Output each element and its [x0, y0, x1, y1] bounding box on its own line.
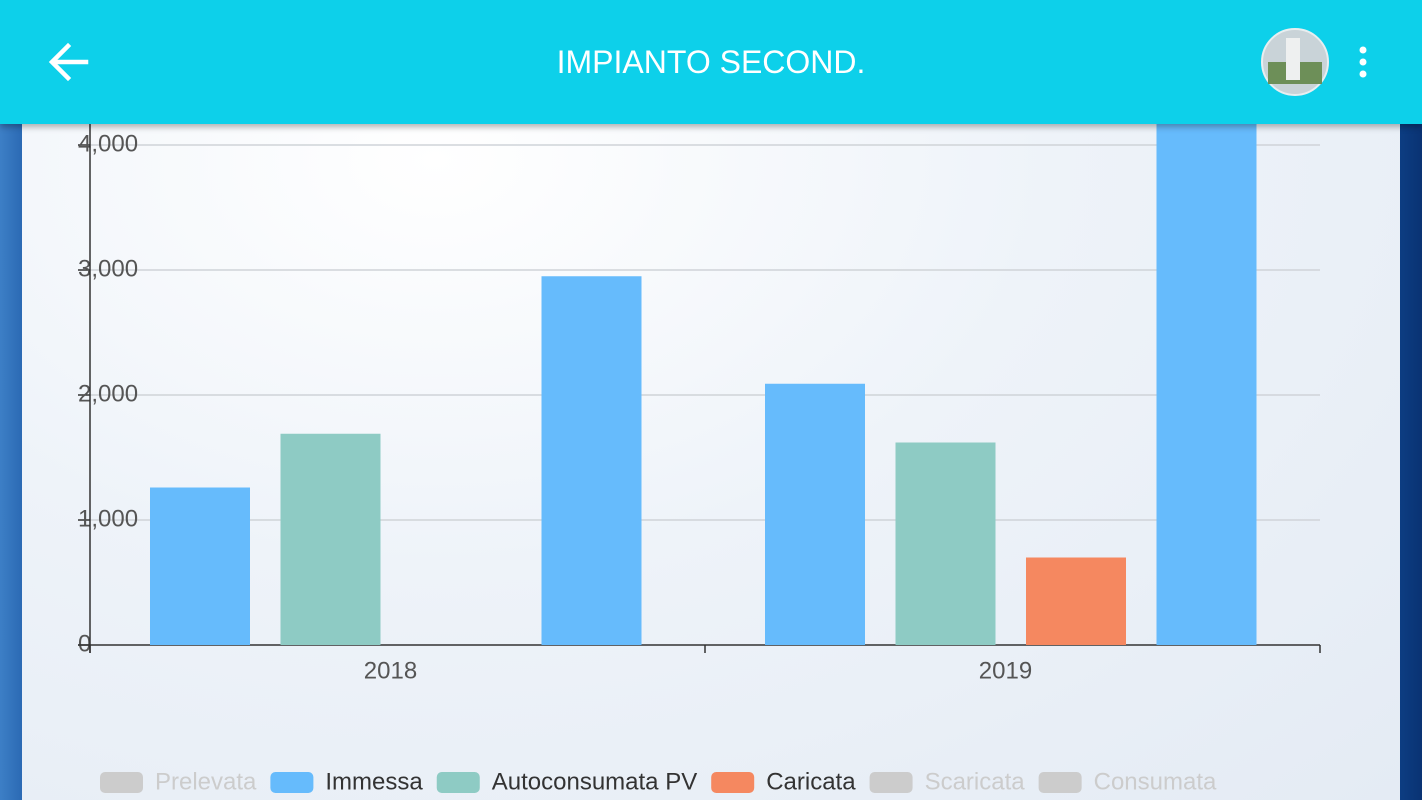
app-bar: IMPIANTO SECOND. — [0, 0, 1422, 124]
x-tick-label: 2019 — [979, 657, 1032, 684]
legend-label[interactable]: Immessa — [325, 768, 423, 795]
legend-label[interactable]: Consumata — [1094, 768, 1217, 795]
back-button[interactable] — [48, 42, 89, 82]
legend-swatch — [869, 772, 913, 793]
bar — [1156, 95, 1257, 645]
bar — [765, 383, 865, 645]
y-tick-label: 4,000 — [78, 130, 138, 157]
y-tick-label: 2,000 — [78, 380, 138, 407]
legend-swatch — [711, 772, 755, 793]
legend-swatch — [436, 772, 480, 793]
bar — [895, 442, 996, 645]
bar — [1026, 557, 1126, 645]
legend-label[interactable]: Caricata — [766, 768, 856, 795]
app-bar-icons — [48, 28, 1367, 96]
y-tick-label: 1,000 — [78, 505, 138, 532]
legend-label[interactable]: Prelevata — [155, 768, 257, 795]
app-title: IMPIANTO SECOND. — [556, 44, 866, 80]
bar — [280, 433, 381, 645]
legend-label[interactable]: Scaricata — [925, 768, 1026, 795]
menu-button[interactable] — [1359, 46, 1367, 78]
bar — [541, 276, 642, 645]
legend-swatch — [270, 772, 314, 793]
y-tick-label: 0 — [78, 630, 91, 657]
avatar[interactable] — [1261, 28, 1329, 96]
bar — [150, 487, 250, 645]
y-tick-label: 3,000 — [78, 255, 138, 282]
legend-swatch — [1038, 772, 1082, 793]
legend-label[interactable]: Autoconsumata PV — [492, 768, 697, 795]
legend-swatch — [100, 772, 143, 793]
x-tick-label: 2018 — [364, 657, 417, 684]
